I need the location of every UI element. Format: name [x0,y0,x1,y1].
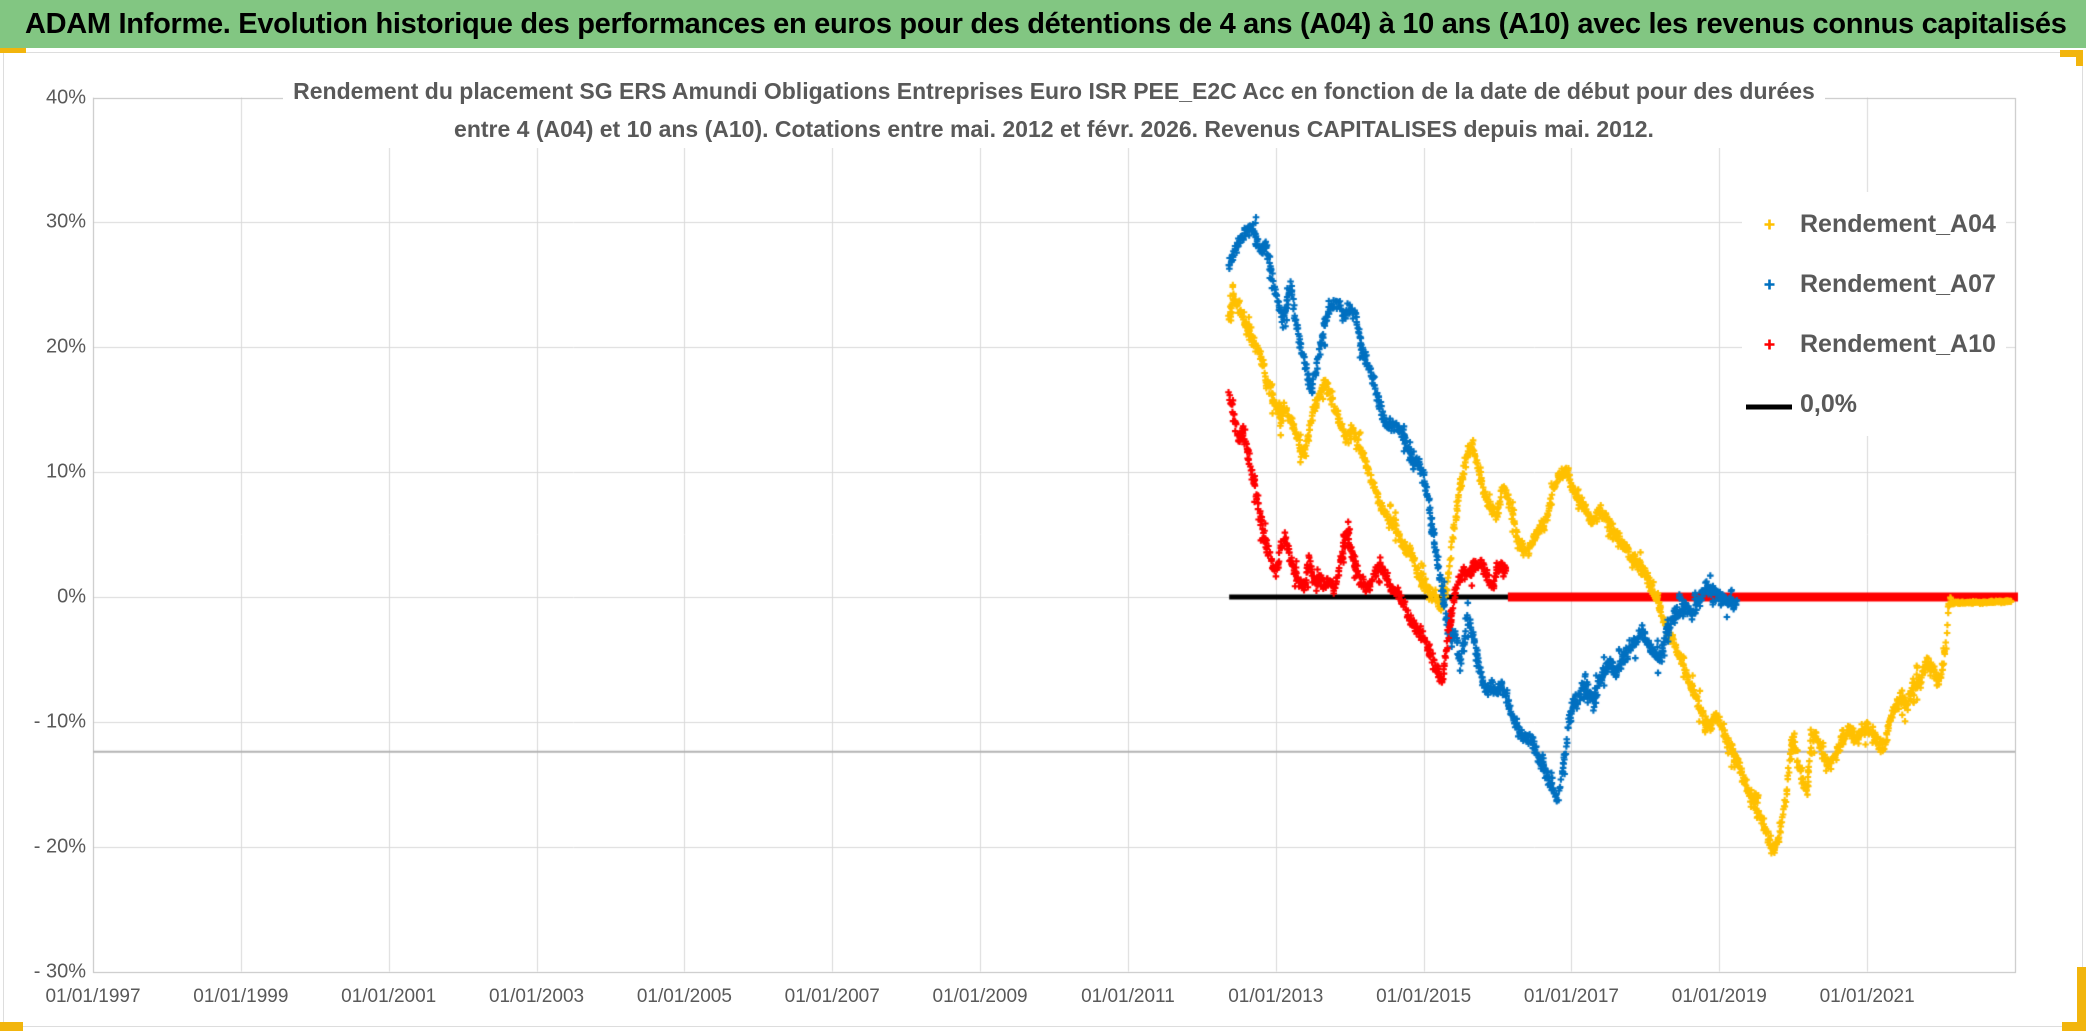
x-tick-label: 01/01/2009 [932,986,1028,1007]
gold-accent-top-left [0,48,26,53]
gold-accent-right-bar [2077,967,2086,1031]
y-tick-label: 0% [57,585,86,608]
chart-title: Rendement du placement SG ERS Amundi Obl… [283,72,1825,148]
gold-accent-bottom-right [2062,1022,2086,1031]
chart-title-line2: entre 4 (A04) et 10 ans (A10). Cotations… [454,116,1654,142]
legend-item-rendement-a10: Rendement_A10 [1746,314,1996,374]
y-tick-label: 30% [45,210,86,233]
x-tick-label: 01/01/2001 [341,986,437,1007]
x-tick-label: 01/01/2017 [1523,986,1619,1007]
legend-plus-marker-icon [1746,330,1792,359]
x-tick-label: 01/01/2005 [636,986,732,1007]
legend-plus-marker-icon [1746,270,1792,299]
legend-item-label: Rendement_A07 [1800,269,1996,298]
x-tick-label: 01/01/2013 [1228,986,1324,1007]
x-tick-label: 01/01/2021 [1819,986,1915,1007]
gold-accent-bottom-left [0,1022,23,1031]
x-tick-label: 01/01/2007 [784,986,880,1007]
chart-title-line1: Rendement du placement SG ERS Amundi Obl… [293,78,1815,104]
legend-item-rendement-a07: Rendement_A07 [1746,254,1996,314]
y-tick-label: 10% [45,460,86,483]
y-tick-label: - 10% [33,710,86,733]
legend-item-label: Rendement_A10 [1800,329,1996,358]
y-tick-label: - 20% [33,835,86,858]
legend-item-label: Rendement_A04 [1800,209,1996,238]
legend-item-0-0-: 0,0% [1746,374,1996,434]
x-tick-label: 01/01/2011 [1081,986,1175,1007]
x-tick-label: 01/01/1999 [193,986,289,1007]
y-tick-label: 40% [45,86,86,108]
legend-plus-marker-icon [1746,210,1792,239]
x-tick-label: 01/01/2015 [1376,986,1472,1007]
gold-accent-top-right-v [2076,50,2083,66]
chart-legend: Rendement_A04 Rendement_A07 Rendement_A10 0… [1742,192,2006,436]
legend-line-swatch [1746,390,1792,419]
x-tick-label: 01/01/1997 [45,986,141,1007]
y-tick-label: 20% [45,335,86,358]
legend-item-label: 0,0% [1800,389,1857,418]
legend-item-rendement-a04: Rendement_A04 [1746,194,1996,254]
gold-accent-top-right-h [2060,50,2083,57]
y-tick-label: - 30% [33,960,86,982]
x-tick-label: 01/01/2019 [1671,986,1767,1007]
x-tick-label: 01/01/2003 [488,986,585,1007]
